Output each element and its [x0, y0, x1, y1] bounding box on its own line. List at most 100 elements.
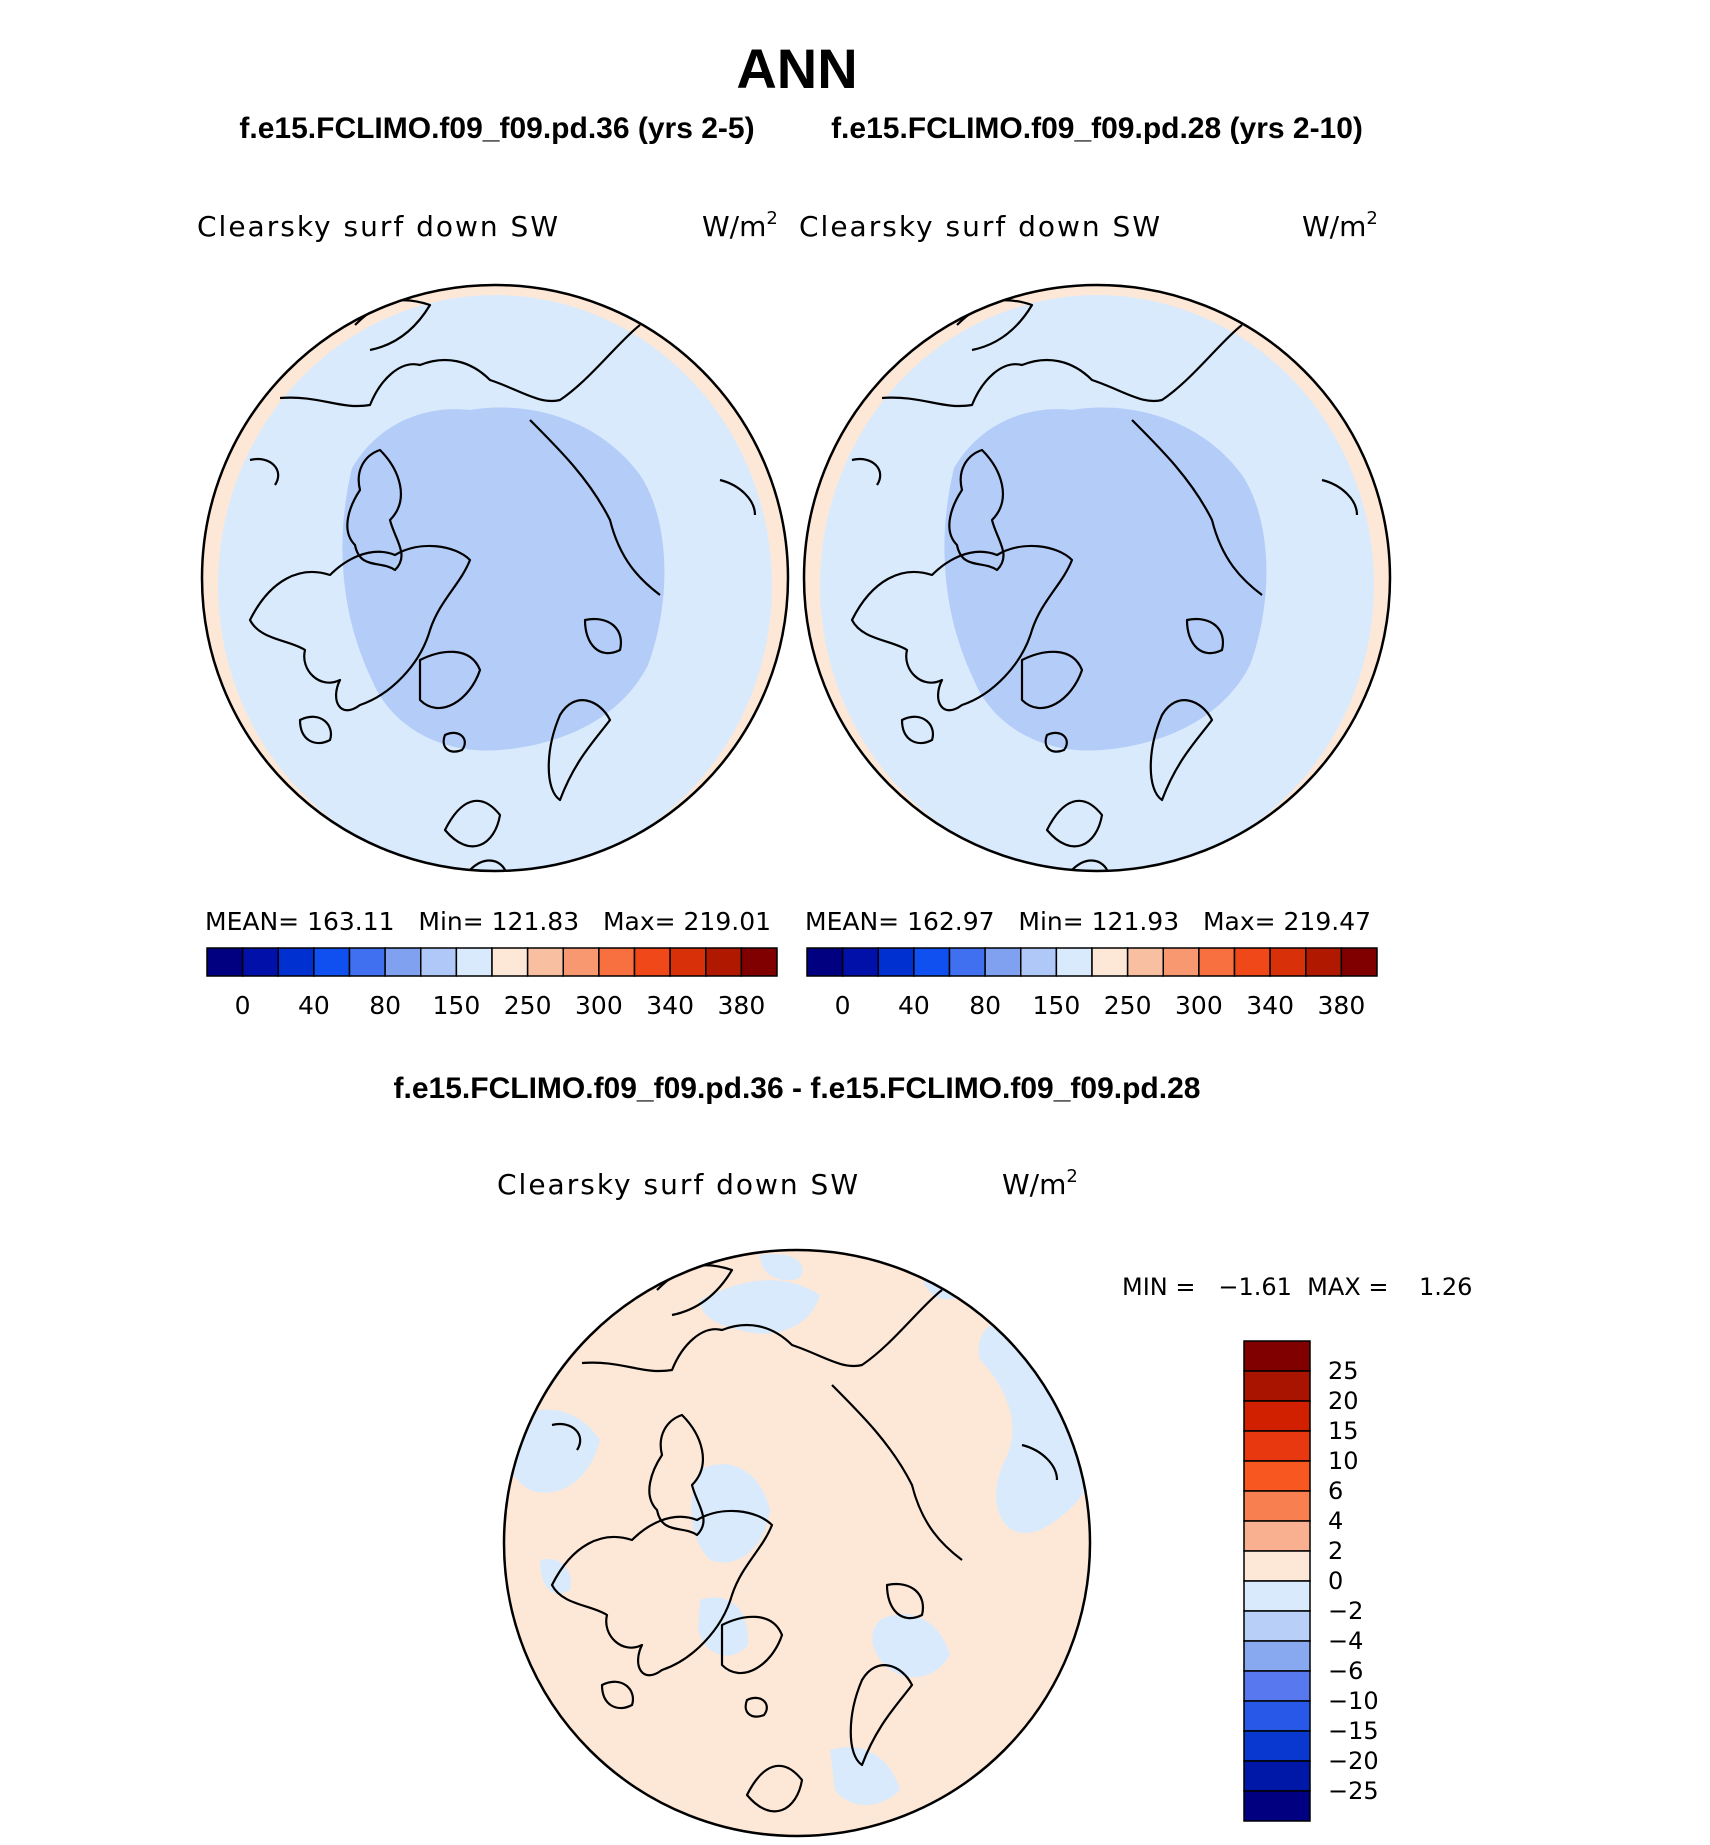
colorbar-1-box	[1126, 947, 1164, 977]
colorbar-2-box	[1243, 1760, 1311, 1792]
panel-a-stats: MEAN= 163.11 Min= 121.83 Max= 219.01	[205, 907, 771, 936]
colorbar-0-box	[420, 947, 458, 977]
panel-b-variable: Clearsky surf down SW	[799, 210, 1162, 243]
panel-diff-units: W/m2	[1002, 1166, 1078, 1201]
colorbar-1-tick-label: 300	[1175, 991, 1223, 1020]
case-b-title: f.e15.FCLIMO.f09_f09.pd.28 (yrs 2-10)	[831, 112, 1363, 145]
colorbar-b: 0 40 80 150 250 300 340 380	[806, 947, 1378, 1020]
colorbar-1-box	[841, 947, 879, 977]
colorbar-0-box	[633, 947, 671, 977]
panel-a-variable: Clearsky surf down SW	[197, 210, 560, 243]
colorbar-0-box	[277, 947, 315, 977]
map-a-darker-blue-region	[342, 407, 665, 751]
map-diff-negative-region-southeast	[872, 1614, 950, 1678]
colorbar-2-box	[1243, 1340, 1311, 1372]
panel-b-units: W/m2	[1302, 208, 1378, 243]
colorbar-2-tick-label: −15	[1328, 1717, 1379, 1745]
colorbar-2-box	[1243, 1580, 1311, 1612]
colorbar-1-tick-label: 80	[969, 991, 1001, 1020]
panel-diff-variable: Clearsky surf down SW	[497, 1168, 860, 1201]
colorbar-2-box	[1243, 1520, 1311, 1552]
colorbar-2-box	[1243, 1610, 1311, 1642]
colorbar-0-box	[455, 947, 493, 977]
colorbar-0-box	[562, 947, 600, 977]
colorbar-2-tick-label: −20	[1328, 1747, 1379, 1775]
colorbar-0-box	[384, 947, 422, 977]
colorbar-2-box	[1243, 1790, 1311, 1822]
map-b-coastlines	[850, 299, 1359, 871]
colorbar-1-box	[1340, 947, 1378, 977]
colorbar-1-box	[984, 947, 1022, 977]
colorbar-1-box	[1305, 947, 1343, 977]
colorbar-1-box	[1198, 947, 1236, 977]
colorbar-0-box	[348, 947, 386, 977]
colorbar-1-tick-label: 0	[835, 991, 851, 1020]
colorbar-2-tick-label: 15	[1328, 1417, 1359, 1445]
colorbar-0-box	[241, 947, 279, 977]
diff-title: f.e15.FCLIMO.f09_f09.pd.36 - f.e15.FCLIM…	[394, 1072, 1201, 1105]
colorbar-1-box	[1091, 947, 1129, 977]
colorbar-1-tick-label: 150	[1033, 991, 1081, 1020]
colorbar-0-box	[705, 947, 743, 977]
colorbar-a: 0 40 80 150 250 300 340 380	[206, 947, 778, 1020]
colorbar-0-tick-label: 300	[575, 991, 623, 1020]
colorbar-2-tick-label: −6	[1328, 1657, 1363, 1685]
colorbar-1-tick-label: 340	[1246, 991, 1294, 1020]
map-b-darker-blue-region	[944, 407, 1267, 751]
map-diff	[502, 1248, 1092, 1838]
colorbar-0-box	[740, 947, 778, 977]
map-a	[200, 283, 790, 873]
panel-b-stats: MEAN= 162.97 Min= 121.93 Max= 219.47	[805, 907, 1371, 936]
colorbar-2-tick-label: 25	[1328, 1357, 1359, 1385]
colorbar-1-box	[913, 947, 951, 977]
colorbar-2-tick-label: 6	[1328, 1477, 1343, 1505]
colorbar-0-box	[313, 947, 351, 977]
map-b	[802, 283, 1392, 873]
colorbar-0-box	[206, 947, 244, 977]
colorbar-0-tick-label: 340	[646, 991, 694, 1020]
colorbar-2-tick-label: −25	[1328, 1777, 1379, 1805]
colorbar-0-tick-label: 150	[433, 991, 481, 1020]
colorbar-1-box	[1269, 947, 1307, 977]
colorbar-2-tick-label: 10	[1328, 1447, 1359, 1475]
panel-diff-minmax: MIN = −1.61 MAX = 1.26	[1122, 1273, 1472, 1301]
colorbar-0-box	[669, 947, 707, 977]
colorbar-2-tick-label: 2	[1328, 1537, 1343, 1565]
colorbar-2-tick-label: 20	[1328, 1387, 1359, 1415]
colorbar-2-box	[1243, 1400, 1311, 1432]
colorbar-2-tick-label: −10	[1328, 1687, 1379, 1715]
main-title: ANN	[736, 37, 857, 100]
colorbar-1-box	[1162, 947, 1200, 977]
map-diff-negative-region-south	[830, 1746, 900, 1805]
map-diff-border	[502, 1248, 1092, 1838]
map-diff-negative-region-far-north	[760, 1253, 803, 1281]
map-a-border	[200, 283, 790, 873]
colorbar-1-tick-label: 250	[1104, 991, 1152, 1020]
colorbar-1-box	[1233, 947, 1271, 977]
colorbar-2-box	[1243, 1430, 1311, 1462]
colorbar-1-box	[877, 947, 915, 977]
colorbar-0-tick-label: 250	[504, 991, 552, 1020]
map-b-border	[802, 283, 1392, 873]
colorbar-0-tick-label: 80	[369, 991, 401, 1020]
colorbar-2-box	[1243, 1370, 1311, 1402]
colorbar-0-box	[526, 947, 564, 977]
map-diff-background	[504, 1250, 1090, 1836]
colorbar-2-box	[1243, 1640, 1311, 1672]
map-diff-negative-region-center	[691, 1464, 770, 1563]
colorbar-0-tick-label: 0	[235, 991, 251, 1020]
colorbar-0-box	[491, 947, 529, 977]
colorbar-2-box	[1243, 1700, 1311, 1732]
map-diff-coastlines	[550, 1264, 1059, 1813]
colorbar-2-tick-label: 0	[1328, 1567, 1343, 1595]
colorbar-2-box	[1243, 1550, 1311, 1582]
colorbar-2-box	[1243, 1730, 1311, 1762]
colorbar-0-tick-label: 40	[298, 991, 330, 1020]
colorbar-1-box	[948, 947, 986, 977]
colorbar-0-tick-label: 380	[718, 991, 766, 1020]
colorbar-2-tick-label: 4	[1328, 1507, 1343, 1535]
colorbar-1-box	[1020, 947, 1058, 977]
colorbar-2-box	[1243, 1460, 1311, 1492]
